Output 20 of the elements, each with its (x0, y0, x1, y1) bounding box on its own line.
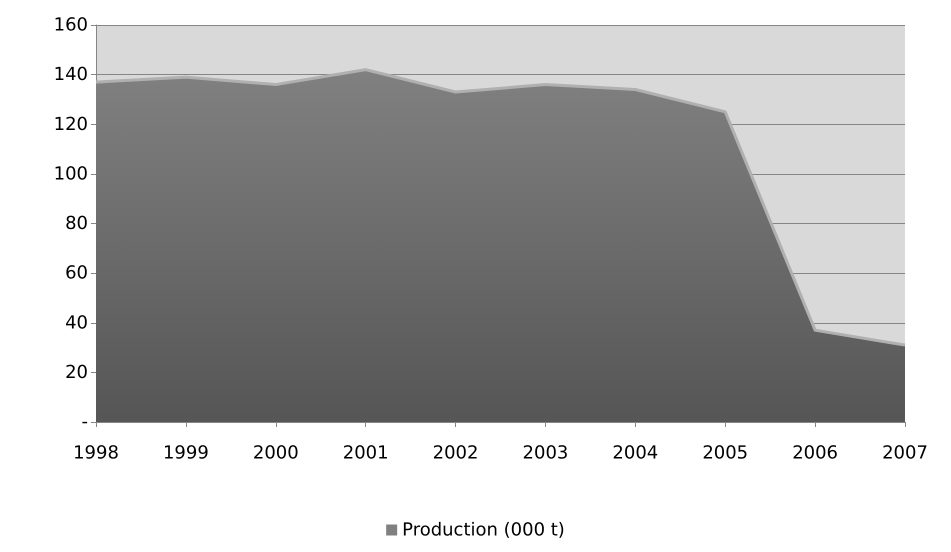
y-tick-label: - (82, 412, 88, 432)
y-tick-label: 120 (54, 114, 88, 135)
x-tick-label: 2006 (792, 442, 838, 464)
x-tick-label: 2000 (252, 442, 299, 464)
legend-label: Production (000 t) (402, 520, 565, 540)
y-tick-label: 20 (65, 362, 88, 383)
x-tick-label: 1999 (162, 442, 209, 464)
x-tick-label: 2002 (432, 442, 478, 464)
y-tick-label: 160 (54, 14, 88, 36)
x-tick-label: 2005 (702, 442, 748, 464)
y-tick-label: 100 (54, 163, 88, 184)
y-tick-label: 40 (65, 312, 88, 334)
x-tick-label: 2001 (342, 442, 389, 464)
x-tick-label: 2007 (882, 442, 928, 464)
x-tick-label: 2004 (612, 442, 658, 464)
y-tick-label: 60 (65, 262, 88, 284)
y-tick-label: 80 (65, 213, 88, 234)
x-tick-label: 2003 (522, 442, 568, 464)
x-tick-label: 1998 (73, 442, 119, 464)
y-tick-label: 140 (54, 64, 88, 86)
